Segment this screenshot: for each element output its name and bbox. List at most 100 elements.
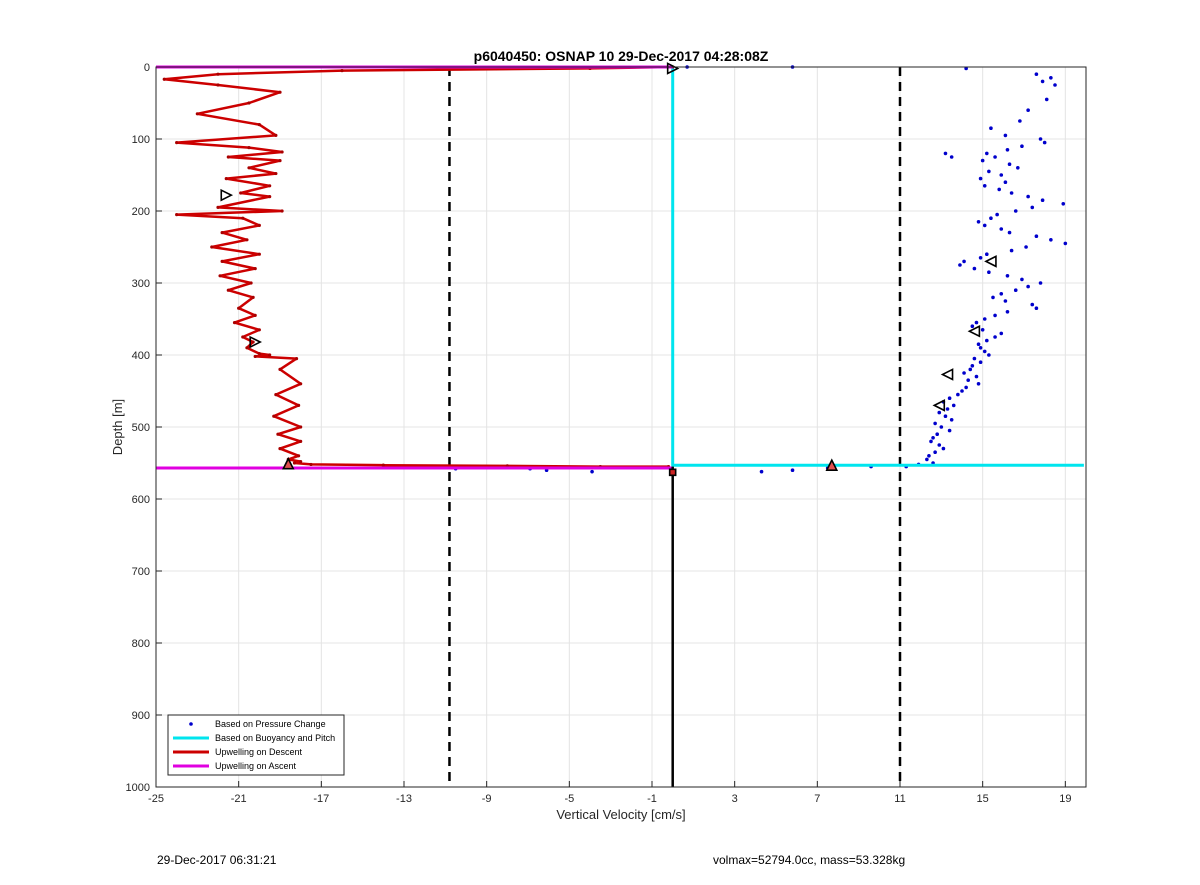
x-tick-label: 11 (894, 793, 905, 805)
x-tick-label: -17 (313, 793, 329, 805)
descent-point (268, 195, 272, 199)
y-tick-label: 400 (132, 350, 150, 362)
pressure-change-point (935, 432, 939, 437)
descent-point (175, 141, 179, 145)
pressure-change-point (989, 216, 993, 220)
y-tick-label: 600 (132, 494, 150, 506)
descent-point (272, 414, 276, 418)
descent-point (253, 354, 257, 359)
descent-point (218, 274, 222, 278)
x-tick-label: -21 (231, 793, 247, 805)
x-tick-label: -13 (396, 793, 412, 805)
descent-point (216, 72, 220, 76)
pressure-change-point (1005, 274, 1010, 278)
descent-point (309, 462, 313, 467)
pressure-change-point (1009, 191, 1014, 195)
pressure-change-point (947, 428, 952, 433)
pressure-change-point (931, 436, 935, 440)
pressure-change-point (937, 443, 942, 447)
pressure-change-point (759, 469, 764, 474)
pressure-change-point (1063, 241, 1068, 246)
pressure-change-point (985, 151, 989, 156)
legend: Based on Pressure Change Based on Buoyanc… (167, 714, 345, 776)
pressure-change-point (1053, 83, 1057, 87)
pressure-change-point (964, 66, 968, 71)
reference-lines (448, 67, 902, 787)
pressure-change-point (1003, 180, 1008, 184)
descent-point (237, 306, 241, 310)
x-tick-label: 7 (814, 793, 820, 805)
y-tick-label: 0 (144, 62, 150, 74)
descent-point (257, 328, 261, 332)
marker-triangle-right (666, 62, 680, 75)
x-axis-label: Vertical Velocity [cm/s] (556, 807, 685, 822)
pressure-change-point (1003, 299, 1008, 303)
pressure-change-point (943, 151, 948, 156)
descent-point (162, 77, 166, 81)
chart-title: p6040450: OSNAP 10 29-Dec-2017 04:28:08Z (474, 48, 769, 64)
descent-point (226, 288, 230, 292)
pressure-change-point (945, 407, 950, 411)
pressure-change-point (968, 367, 973, 372)
upwelling-on-descentline (163, 65, 673, 468)
pressure-change-point (1007, 162, 1012, 166)
pressure-change-point (1038, 137, 1043, 141)
pressure-change-point (1038, 281, 1043, 285)
descent-point (247, 146, 251, 150)
legend-entry-label: Upwelling on Ascent (215, 761, 297, 771)
pressure-change-point (982, 349, 987, 354)
pressure-change-point (590, 469, 594, 474)
pressure-change-point (1026, 108, 1030, 112)
pressure-change-point (995, 212, 999, 217)
x-tick-label: 15 (977, 793, 989, 805)
marker-triangle-right (249, 335, 262, 349)
marker-triangle-up-filled (825, 458, 839, 471)
pressure-change-point (966, 378, 970, 383)
descent-point (294, 357, 299, 361)
marker-triangle-left (984, 255, 997, 268)
descent-point (299, 382, 303, 386)
descent-point (340, 69, 344, 73)
pressure-change-point (1018, 119, 1022, 123)
pressure-change-point (991, 295, 995, 300)
pressure-change-point (1030, 302, 1035, 307)
x-tick-label: -5 (564, 793, 574, 805)
pressure-change-point (987, 169, 991, 174)
pressure-change-point (997, 187, 1001, 192)
pressure-change-point (970, 324, 975, 329)
descent-point (299, 425, 303, 429)
pressure-change-point (976, 342, 981, 347)
descent-point (241, 216, 245, 220)
descent-point (274, 133, 278, 137)
pressure-change-point (993, 313, 997, 318)
descent-point (216, 205, 220, 209)
pressure-change-point (933, 450, 937, 455)
descent-point (257, 223, 261, 227)
pressure-change-point (1020, 277, 1024, 282)
y-tick-label: 900 (132, 710, 150, 722)
legend-entry-label: Based on Buoyancy and Pitch (215, 733, 335, 743)
pressure-change-point (1040, 198, 1045, 202)
pressure-change-point (958, 263, 962, 267)
pressure-change-point (933, 421, 937, 426)
descent-point (257, 351, 261, 356)
pressure-change-point (1040, 79, 1045, 84)
descent-point (257, 252, 261, 256)
pressure-change-point (978, 360, 983, 365)
pressure-change-point (993, 155, 997, 159)
descent-point (278, 367, 282, 371)
y-tick-label: 700 (132, 566, 150, 578)
x-tick-label: -1 (647, 793, 657, 805)
pressure-change-point (974, 374, 979, 379)
pressure-change-point (1013, 209, 1018, 213)
pressure-change-point (1034, 234, 1039, 238)
pressure-change-point (1026, 194, 1030, 199)
descent-point (253, 267, 257, 271)
marker-triangle-right (220, 188, 234, 202)
descent-point (297, 454, 301, 458)
descent-point (299, 459, 303, 464)
descent-point (274, 393, 278, 397)
pressure-change-point (1034, 72, 1039, 76)
pressure-change-point (1024, 245, 1028, 249)
